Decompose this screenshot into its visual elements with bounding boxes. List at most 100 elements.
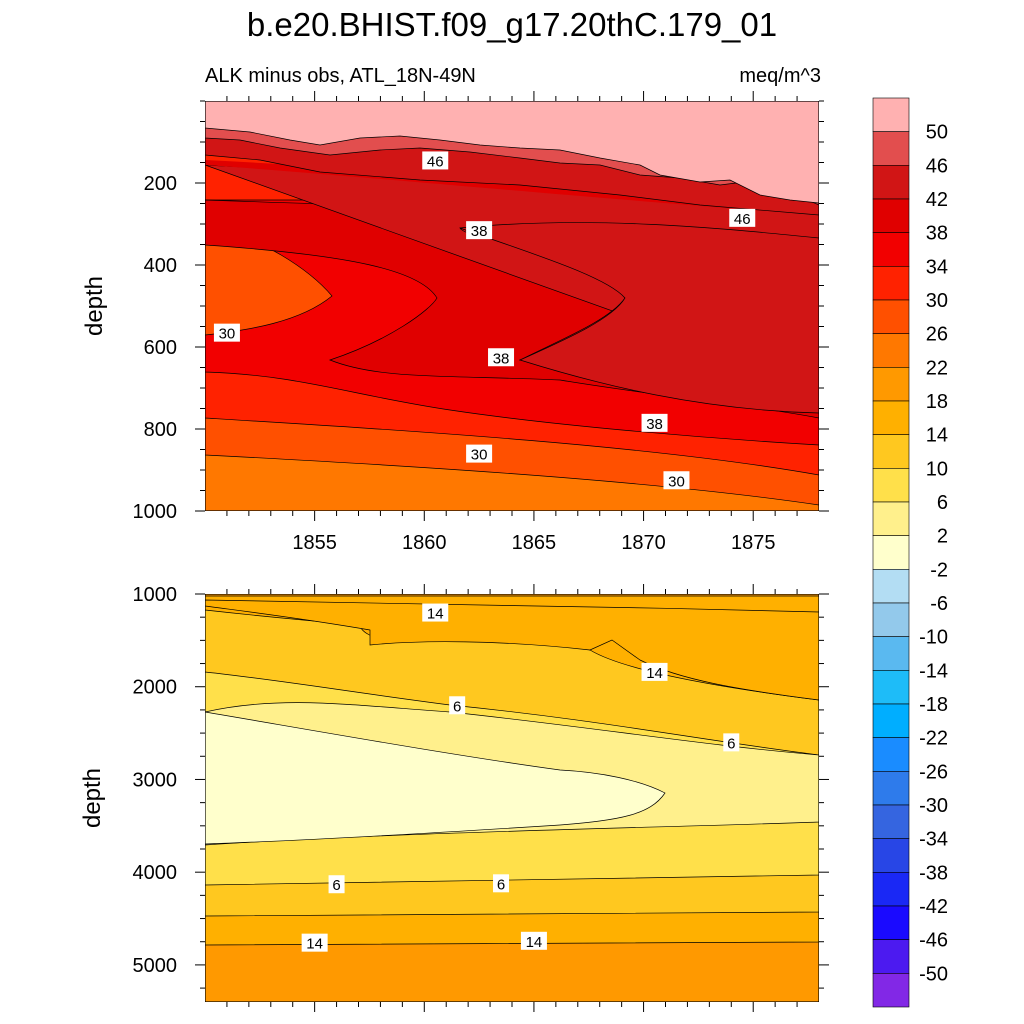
colorbar-label: -26 bbox=[919, 761, 948, 783]
contour-label-box bbox=[422, 603, 449, 622]
contour-label-box bbox=[493, 874, 510, 893]
contour-label-box bbox=[449, 696, 466, 715]
contour-label: 30 bbox=[663, 471, 690, 490]
contour-label-box bbox=[520, 931, 547, 950]
x-tick-label: 1865 bbox=[512, 532, 557, 554]
colorbar-label: 2 bbox=[937, 526, 948, 548]
colorbar-label: -46 bbox=[919, 930, 948, 952]
figure-title: b.e20.BHIST.f09_g17.20thC.179_01 bbox=[247, 6, 777, 43]
contour-label-text: 30 bbox=[219, 326, 236, 343]
colorbar-label: 34 bbox=[926, 256, 948, 278]
lower-x-axis bbox=[226, 584, 798, 1012]
contour-label-text: 46 bbox=[734, 211, 751, 228]
colorbar-swatch bbox=[872, 535, 910, 570]
upper-contour-fill bbox=[205, 101, 819, 511]
x-tick-label: 1860 bbox=[402, 532, 447, 554]
colorbar-label: 22 bbox=[926, 357, 948, 379]
lower-panel: 14 14 6 6 6 6 14 14 1000 2000 3000 4000 5000 depth bbox=[79, 584, 829, 1012]
colorbar-label: 30 bbox=[926, 290, 948, 312]
upper-ylabel: depth bbox=[81, 276, 108, 336]
contour-label-text: 6 bbox=[727, 735, 735, 752]
colorbar-swatch bbox=[872, 367, 910, 402]
upper-title-left: ALK minus obs, ATL_18N-49N bbox=[205, 65, 476, 87]
x-tick-label: 1875 bbox=[731, 532, 776, 554]
contour-label: 14 bbox=[520, 931, 547, 951]
contour-label: 14 bbox=[641, 662, 668, 682]
lower-band-minus2 bbox=[205, 711, 666, 845]
y-tick-label: 3000 bbox=[133, 769, 178, 791]
colorbar-label: 14 bbox=[926, 425, 948, 447]
contour-label-box bbox=[488, 348, 515, 367]
colorbar-label: -34 bbox=[919, 829, 948, 851]
y-tick-label: 1000 bbox=[133, 584, 178, 606]
contour-label: 30 bbox=[213, 323, 240, 343]
colorbar-label: -18 bbox=[919, 694, 948, 716]
lower-ylabel: depth bbox=[79, 768, 106, 828]
contour-label: 38 bbox=[466, 221, 493, 240]
colorbar-label: -42 bbox=[919, 896, 948, 918]
colorbar-swatch bbox=[872, 232, 910, 267]
colorbar-swatch bbox=[872, 872, 910, 907]
contour-label: 6 bbox=[449, 696, 466, 715]
contour-label: 6 bbox=[723, 733, 740, 752]
colorbar-label: -2 bbox=[930, 559, 948, 581]
upper-band-50 bbox=[205, 101, 819, 204]
contour-label-text: 38 bbox=[646, 416, 663, 433]
colorbar-label: -14 bbox=[919, 660, 948, 682]
contour-label-box bbox=[213, 323, 240, 342]
contour-label: 6 bbox=[328, 875, 345, 894]
y-tick-label: 800 bbox=[144, 419, 177, 441]
colorbar-swatch bbox=[872, 771, 910, 806]
y-tick-label: 200 bbox=[144, 173, 177, 195]
upper-band-42b bbox=[459, 222, 819, 414]
colorbar-swatch bbox=[872, 804, 910, 839]
upper-contour-labels: 46 46 38 38 38 30 30 30 bbox=[213, 151, 756, 490]
colorbar-label: -22 bbox=[919, 728, 948, 750]
colorbar-label: -30 bbox=[919, 795, 948, 817]
upper-title-right: meq/m^3 bbox=[739, 65, 821, 87]
contour-label-text: 30 bbox=[471, 447, 488, 464]
lower-contour-labels: 14 14 6 6 6 6 14 14 bbox=[301, 603, 740, 953]
contour-label: 38 bbox=[488, 348, 515, 367]
colorbar-swatch bbox=[872, 333, 910, 368]
contour-label-text: 14 bbox=[646, 665, 663, 682]
colorbar-label: 6 bbox=[937, 492, 948, 514]
x-tick-label: 1870 bbox=[621, 532, 666, 554]
colorbar-swatch bbox=[872, 198, 910, 233]
upper-x-axis: 1855 1860 1865 1870 1875 bbox=[226, 91, 798, 554]
colorbar-swatch bbox=[872, 97, 910, 132]
colorbar-label: -6 bbox=[930, 593, 948, 615]
upper-y-axis: 200 400 600 800 1000 bbox=[133, 100, 829, 523]
contour-label: 6 bbox=[493, 874, 510, 893]
y-tick-label: 1000 bbox=[133, 501, 178, 523]
colorbar-swatch bbox=[872, 939, 910, 974]
contour-label-text: 14 bbox=[427, 606, 444, 623]
colorbar-swatch bbox=[872, 838, 910, 873]
colorbar-swatch bbox=[872, 737, 910, 772]
contour-label-text: 6 bbox=[453, 698, 461, 715]
contour-label-box bbox=[466, 444, 493, 463]
colorbar-label: 42 bbox=[926, 189, 948, 211]
colorbar-swatch bbox=[872, 400, 910, 435]
contour-label-text: 6 bbox=[332, 877, 340, 894]
colorbar-label: 50 bbox=[926, 122, 948, 144]
contour-label-box bbox=[641, 662, 668, 681]
contour-label-box bbox=[723, 733, 740, 752]
colorbar-label: 10 bbox=[926, 458, 948, 480]
contour-label-text: 14 bbox=[526, 934, 543, 951]
x-tick-label: 1855 bbox=[292, 532, 337, 554]
contour-label: 38 bbox=[641, 413, 668, 433]
colorbar-label: 46 bbox=[926, 155, 948, 177]
contour-label: 30 bbox=[466, 444, 493, 464]
contour-label-box bbox=[422, 151, 449, 170]
contour-label: 46 bbox=[422, 151, 449, 170]
colorbar-swatch bbox=[872, 468, 910, 503]
colorbar-label: -38 bbox=[919, 862, 948, 884]
y-tick-label: 400 bbox=[144, 255, 177, 277]
lower-y-axis: 1000 2000 3000 4000 5000 bbox=[133, 584, 829, 989]
y-tick-label: 600 bbox=[144, 337, 177, 359]
colorbar-swatch bbox=[872, 602, 910, 637]
contour-label: 14 bbox=[301, 933, 328, 953]
colorbar-swatch bbox=[872, 569, 910, 604]
